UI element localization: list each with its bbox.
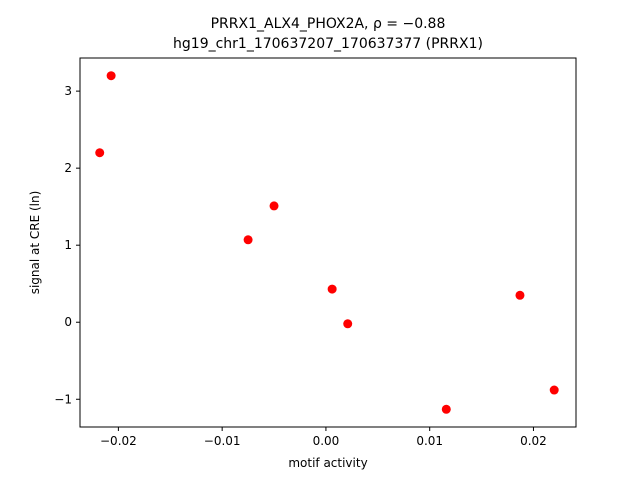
- y-tick-label: 0: [64, 315, 72, 329]
- data-point: [515, 290, 525, 300]
- y-tick-label: 2: [64, 161, 72, 175]
- chart-title-line2: hg19_chr1_170637207_170637377 (PRRX1): [173, 36, 483, 52]
- data-point: [327, 284, 337, 294]
- data-point: [441, 404, 451, 414]
- plot-area: [80, 58, 576, 427]
- data-point: [243, 235, 253, 245]
- x-tick-label: −0.02: [100, 434, 137, 448]
- y-tick-label: −1: [54, 392, 72, 406]
- y-axis-label: signal at CRE (ln): [28, 191, 42, 295]
- data-point: [95, 148, 105, 158]
- plot-frame: [79, 57, 577, 428]
- chart-title-line1: PRRX1_ALX4_PHOX2A, ρ = −0.88: [211, 16, 446, 32]
- x-tick-label: 0.02: [520, 434, 547, 448]
- x-tick-label: 0.00: [313, 434, 340, 448]
- x-ticks: −0.02 −0.01 0.00 0.01 0.02: [100, 427, 547, 448]
- y-ticks: −1 0 1 2 3: [54, 84, 80, 406]
- y-tick-label: 1: [64, 238, 72, 252]
- y-tick-label: 3: [64, 84, 72, 98]
- data-point: [106, 71, 116, 81]
- x-tick-label: 0.01: [416, 434, 443, 448]
- x-axis-label: motif activity: [288, 456, 367, 470]
- x-tick-label: −0.01: [204, 434, 241, 448]
- data-point: [269, 201, 279, 211]
- points-layer: [95, 71, 559, 414]
- data-point: [549, 385, 559, 395]
- data-point: [343, 319, 353, 329]
